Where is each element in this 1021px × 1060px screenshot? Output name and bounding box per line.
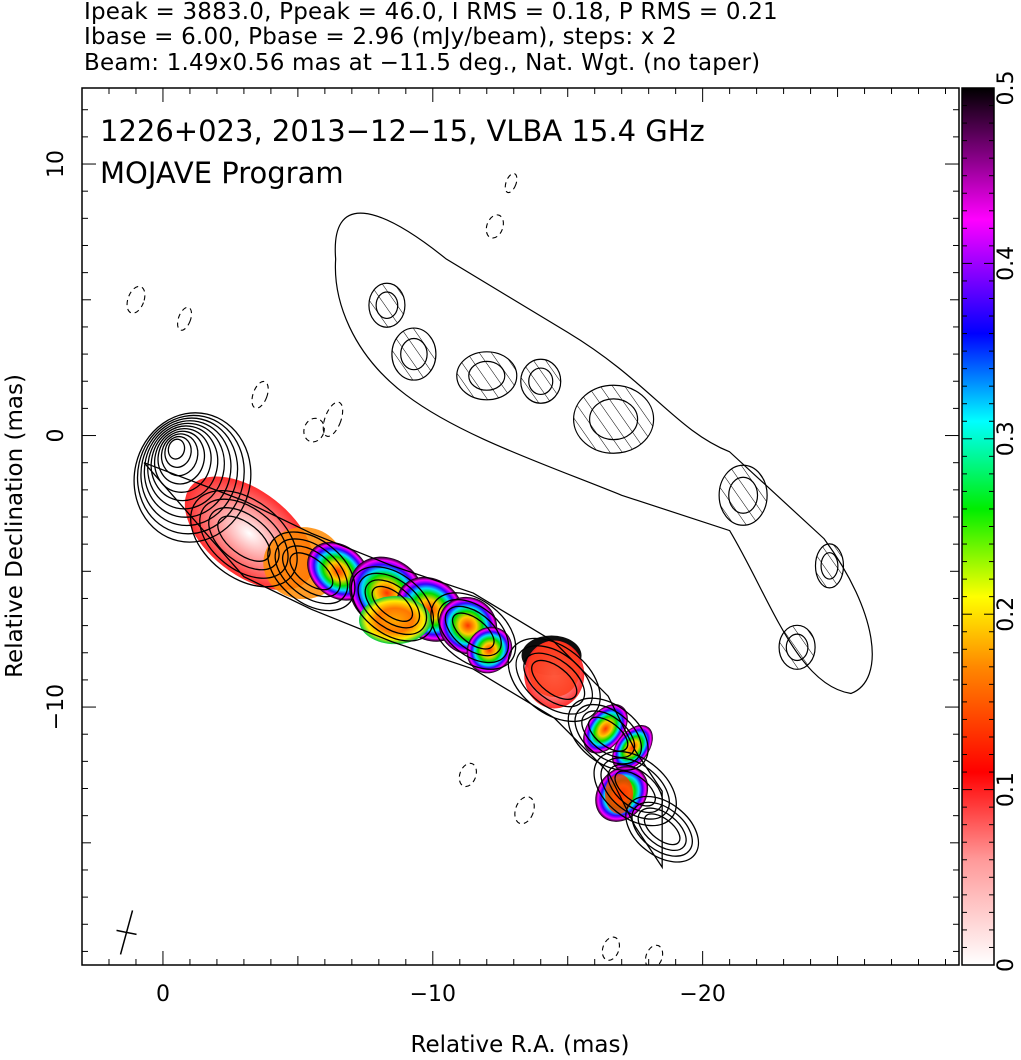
noise-contour (485, 214, 504, 239)
noise-contour (514, 796, 535, 825)
noise-contour (251, 380, 269, 409)
colorbar-tick-label: 0.1 (994, 772, 1019, 807)
intensity-contours (133, 412, 700, 870)
colorbar (961, 87, 995, 966)
noise-contour (504, 172, 518, 194)
beam-minor-axis (116, 929, 137, 936)
jet-contour (531, 659, 578, 701)
polarization-fill (184, 476, 653, 822)
jet-contour (625, 795, 700, 863)
core-contour (133, 412, 252, 543)
plot-title-line-1: 1226+023, 2013−12−15, VLBA 15.4 GHz (100, 114, 705, 148)
colorbar-tick-label: 0.4 (994, 246, 1019, 281)
jet-contour (631, 801, 693, 857)
polarized-knot (728, 476, 759, 514)
x-axis-title: Relative R.A. (mas) (411, 1032, 630, 1058)
noise-contour (322, 401, 344, 437)
noise-contour (126, 285, 146, 314)
core-contour (140, 417, 239, 527)
polarized-knot (375, 291, 399, 320)
polarization-blob (612, 725, 653, 771)
polarized-knot (778, 624, 816, 670)
core-contour (150, 425, 219, 502)
core-contour (143, 420, 232, 518)
jet-contour (437, 598, 510, 664)
core-contour (157, 430, 206, 485)
polarized-knot (456, 351, 518, 401)
plot-title-line-2: MOJAVE Program (100, 156, 344, 190)
plot-frame (81, 87, 960, 966)
jet-contour (451, 612, 495, 650)
jet-contour (282, 545, 341, 598)
x-tick-label: −10 (410, 982, 456, 1007)
jet-contour (444, 605, 502, 657)
jet-contour (574, 703, 642, 765)
core-contour (167, 438, 186, 460)
jet-contour (567, 697, 649, 771)
header-line-1: Ipeak = 3883.0, Ppeak = 46.0, I RMS = 0.… (84, 0, 778, 25)
jet-contour (588, 716, 629, 752)
colorbar-tick-label: 0.5 (994, 71, 1019, 106)
polarized-knot (391, 327, 437, 381)
header-line-2: Ibase = 6.00, Pbase = 2.96 (mJy/beam), s… (84, 24, 677, 50)
y-tick-label: 0 (44, 429, 69, 443)
header-line-3: Beam: 1.49x0.56 mas at −11.5 deg., Nat. … (84, 50, 761, 76)
core-contour (164, 435, 192, 468)
colorbar-tick-label: 0 (994, 958, 1019, 972)
jet-contour (357, 572, 428, 636)
polarized-knot (814, 543, 845, 589)
y-tick-label: 10 (44, 150, 69, 178)
jet-contour (199, 498, 289, 579)
polarized-knot (520, 358, 562, 404)
polarized-knot (785, 633, 809, 662)
polarized-knot (528, 367, 554, 396)
jet-contour (364, 579, 421, 629)
polarized-envelope (334, 212, 873, 695)
jet-contour (430, 592, 517, 670)
x-tick-label: −20 (679, 982, 725, 1007)
core-contour (136, 414, 245, 535)
noise-contour (303, 417, 325, 443)
jet-contour (274, 538, 349, 605)
jet-contour (350, 566, 435, 642)
core-contour (147, 422, 225, 510)
core-contour (153, 427, 212, 493)
jet-contour (371, 585, 414, 622)
noise-contour (644, 944, 664, 965)
negative-contours (126, 172, 664, 965)
polarized-jet (334, 212, 873, 695)
jet-contour (607, 763, 663, 814)
polarized-knot (588, 398, 639, 441)
noise-contour (177, 306, 193, 331)
jet-contour (190, 490, 298, 588)
colorbar-tick-label: 0.2 (994, 597, 1019, 632)
noise-contour (601, 936, 621, 961)
jet-contour (637, 807, 687, 852)
jet-contour (643, 813, 681, 846)
polarized-knot (468, 360, 506, 391)
polarized-knot (400, 337, 428, 371)
jet-contour (143, 462, 663, 870)
jet-contour (523, 652, 586, 708)
polarized-knot (572, 384, 655, 454)
noise-contour (458, 762, 477, 788)
polarized-knot (820, 552, 839, 580)
colorbar-tick-label: 0.3 (994, 421, 1019, 456)
x-tick-label: 0 (156, 982, 170, 1007)
polarized-knot (368, 282, 406, 328)
core-contour (160, 433, 199, 477)
polarized-knot (718, 464, 768, 526)
jet-contour (289, 552, 334, 591)
y-axis-title: Relative Declination (mas) (2, 374, 28, 678)
polarization-blob (359, 596, 432, 645)
y-tick-label: −10 (44, 684, 69, 730)
jet-contour (267, 531, 356, 612)
polarization-blob (583, 704, 628, 754)
